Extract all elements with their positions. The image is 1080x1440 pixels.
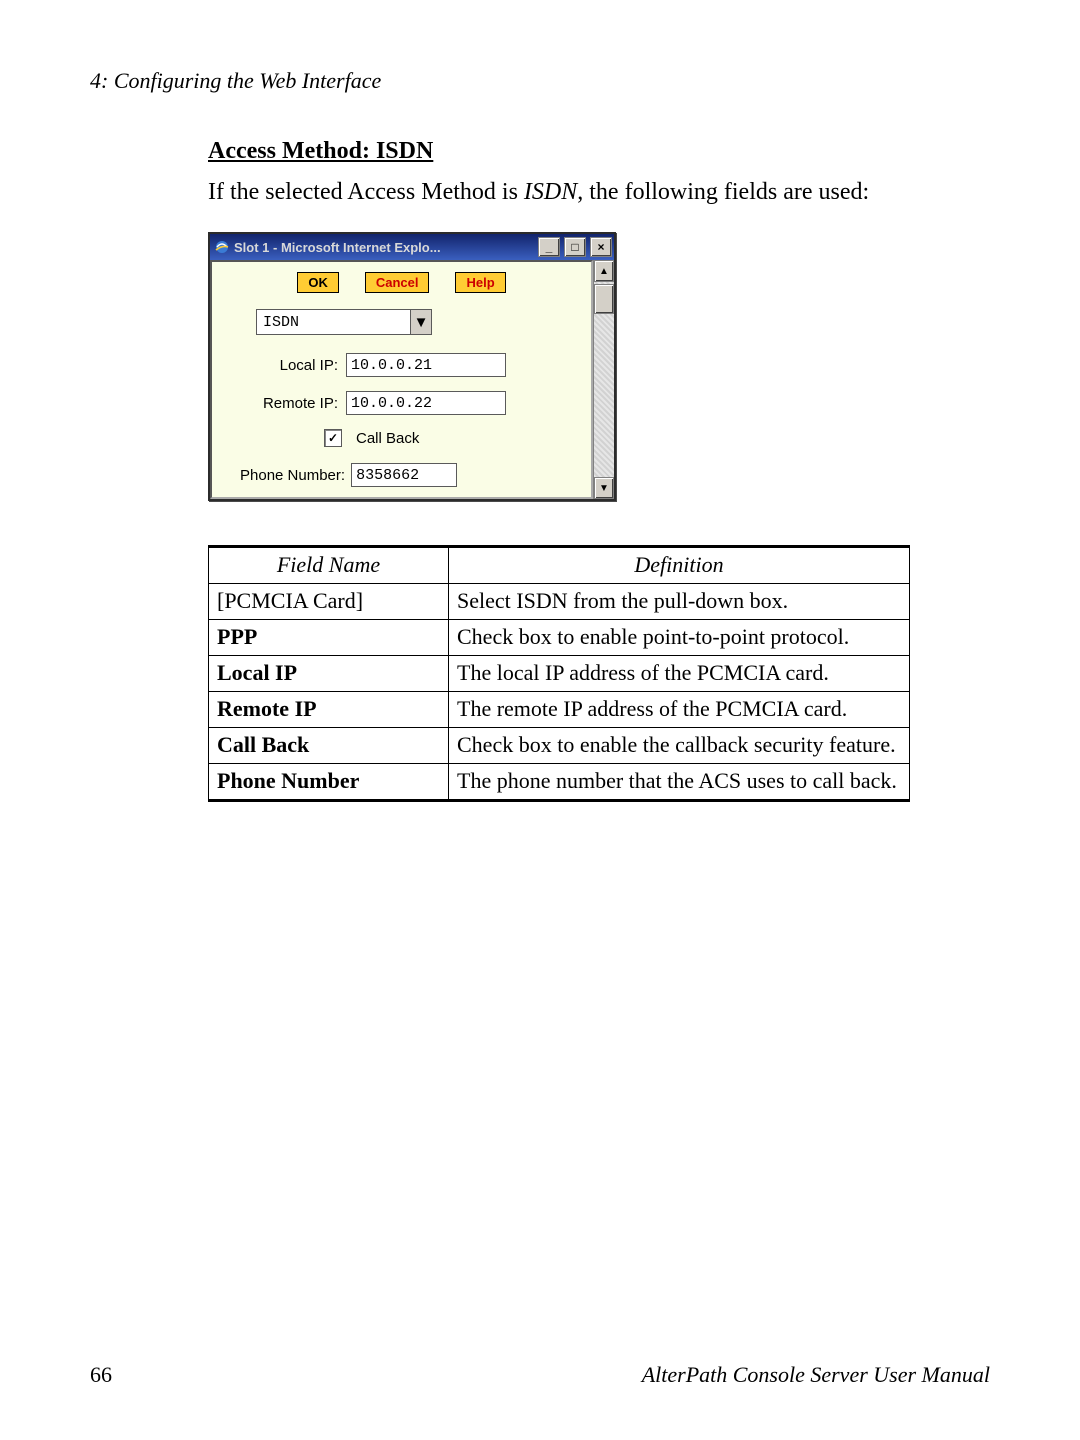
- window-title: Slot 1 - Microsoft Internet Explo...: [234, 240, 534, 255]
- manual-title: AlterPath Console Server User Manual: [642, 1362, 990, 1388]
- callback-label: Call Back: [356, 430, 419, 447]
- cell-field-name: Call Back: [209, 728, 449, 764]
- phone-label: Phone Number:: [240, 467, 345, 484]
- scroll-up-icon[interactable]: ▲: [594, 260, 614, 282]
- intro-pre: If the selected Access Method is: [208, 179, 524, 205]
- cell-field-name: Local IP: [209, 656, 449, 692]
- local-ip-label: Local IP:: [218, 357, 338, 374]
- table-body: [PCMCIA Card]Select ISDN from the pull-d…: [209, 584, 910, 801]
- help-button[interactable]: Help: [455, 272, 505, 293]
- ok-button[interactable]: OK: [297, 272, 339, 293]
- table-row: Local IPThe local IP address of the PCMC…: [209, 656, 910, 692]
- cell-definition: Check box to enable point-to-point proto…: [449, 620, 910, 656]
- cell-field-name: PPP: [209, 620, 449, 656]
- cell-field-name: Remote IP: [209, 692, 449, 728]
- table-row: Call BackCheck box to enable the callbac…: [209, 728, 910, 764]
- cell-definition: The remote IP address of the PCMCIA card…: [449, 692, 910, 728]
- col-definition: Definition: [449, 547, 910, 584]
- cell-definition: Select ISDN from the pull-down box.: [449, 584, 910, 620]
- cell-definition: Check box to enable the callback securit…: [449, 728, 910, 764]
- minimize-button[interactable]: _: [538, 237, 560, 257]
- dialog-window: Slot 1 - Microsoft Internet Explo... _ □…: [208, 232, 616, 501]
- section-heading: Access Method: ISDN: [208, 138, 990, 165]
- page-number: 66: [90, 1362, 112, 1388]
- cell-definition: The phone number that the ACS uses to ca…: [449, 764, 910, 801]
- ie-icon: [214, 239, 230, 255]
- table-row: PPPCheck box to enable point-to-point pr…: [209, 620, 910, 656]
- chevron-down-icon: ▼: [410, 310, 431, 334]
- col-field-name: Field Name: [209, 547, 449, 584]
- table-header-row: Field Name Definition: [209, 547, 910, 584]
- vertical-scrollbar[interactable]: ▲ ▼: [593, 260, 614, 499]
- close-button[interactable]: ×: [590, 237, 612, 257]
- cell-definition: The local IP address of the PCMCIA card.: [449, 656, 910, 692]
- titlebar: Slot 1 - Microsoft Internet Explo... _ □…: [210, 234, 614, 260]
- phone-input[interactable]: 8358662: [351, 463, 457, 487]
- remote-ip-label: Remote IP:: [218, 395, 338, 412]
- scroll-thumb[interactable]: [594, 284, 614, 314]
- cell-field-name: [PCMCIA Card]: [209, 584, 449, 620]
- cell-field-name: Phone Number: [209, 764, 449, 801]
- table-row: [PCMCIA Card]Select ISDN from the pull-d…: [209, 584, 910, 620]
- table-row: Phone NumberThe phone number that the AC…: [209, 764, 910, 801]
- intro-post: , the following fields are used:: [577, 179, 869, 205]
- scroll-down-icon[interactable]: ▼: [594, 477, 614, 499]
- window-body: OK Cancel Help ISDN ▼ Local IP: 10.0.0.2…: [210, 260, 593, 499]
- local-ip-input[interactable]: 10.0.0.21: [346, 353, 506, 377]
- scroll-track[interactable]: [594, 282, 614, 477]
- cancel-button[interactable]: Cancel: [365, 272, 430, 293]
- select-value: ISDN: [257, 314, 410, 331]
- table-row: Remote IPThe remote IP address of the PC…: [209, 692, 910, 728]
- page-footer: 66 AlterPath Console Server User Manual: [90, 1362, 990, 1388]
- remote-ip-input[interactable]: 10.0.0.22: [346, 391, 506, 415]
- maximize-button[interactable]: □: [564, 237, 586, 257]
- callback-checkbox[interactable]: ✓: [324, 429, 342, 447]
- running-head: 4: Configuring the Web Interface: [90, 68, 990, 94]
- intro-emphasis: ISDN: [524, 179, 577, 205]
- intro-text: If the selected Access Method is ISDN, t…: [208, 179, 990, 206]
- definition-table: Field Name Definition [PCMCIA Card]Selec…: [208, 545, 910, 802]
- access-method-select[interactable]: ISDN ▼: [256, 309, 432, 335]
